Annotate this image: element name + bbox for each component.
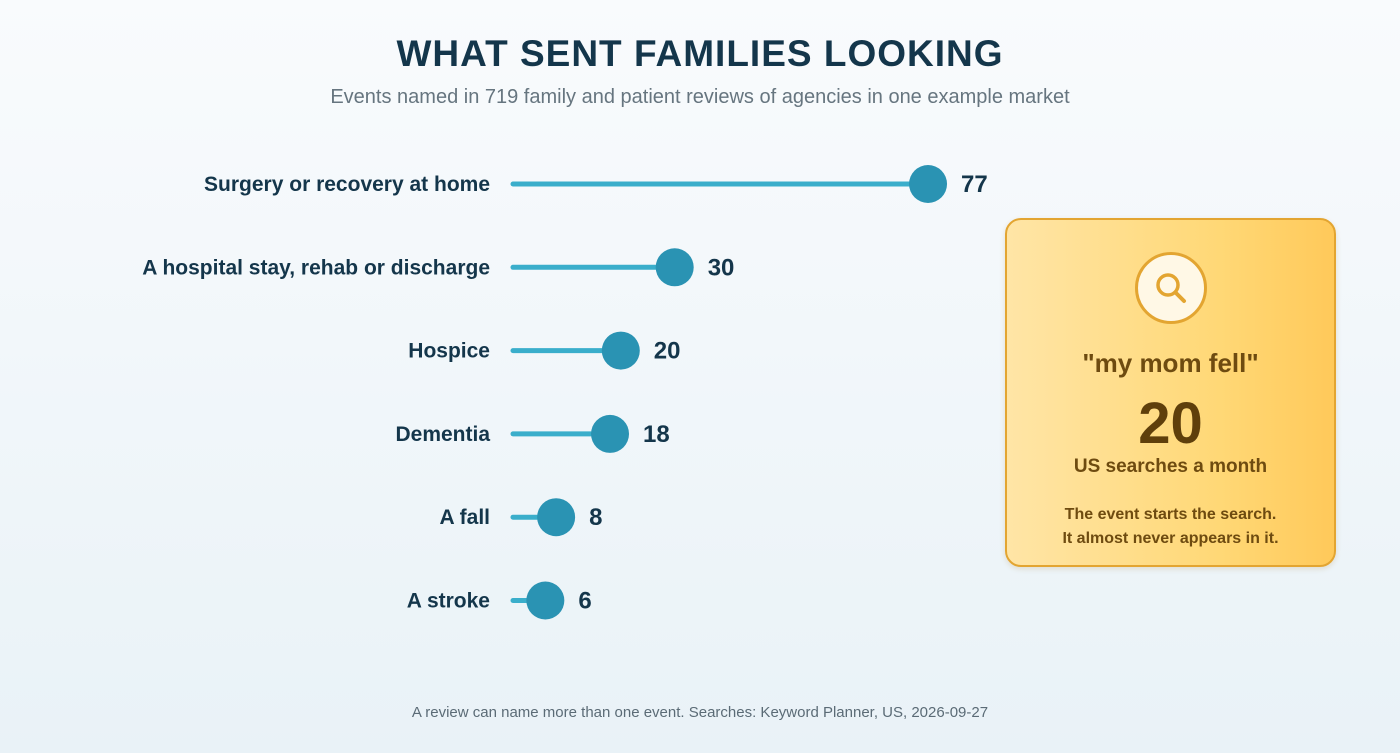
chart-subtitle: Events named in 719 family and patient r… bbox=[330, 86, 1070, 108]
search-volume-unit: US searches a month bbox=[1073, 456, 1268, 477]
search-callout-card: "my mom fell" 20 US searches a month The… bbox=[1005, 218, 1336, 567]
category-label: A stroke bbox=[407, 590, 490, 613]
category-label: Surgery or recovery at home bbox=[204, 173, 490, 196]
lollipop-dot bbox=[909, 165, 948, 203]
category-label: Hospice bbox=[408, 340, 490, 363]
value-label: 20 bbox=[654, 338, 681, 365]
category-label: Dementia bbox=[395, 423, 490, 446]
footnote: A review can name more than one event. S… bbox=[411, 704, 989, 721]
chart-title: WHAT SENT FAMILIES LOOKING bbox=[396, 33, 1004, 74]
lollipop-dot bbox=[537, 498, 576, 537]
category-label: A hospital stay, rehab or discharge bbox=[142, 256, 490, 279]
callout-note-line: The event starts the search. bbox=[1064, 506, 1277, 523]
value-label: 6 bbox=[578, 588, 591, 615]
value-label: 8 bbox=[589, 504, 602, 531]
callout-note: The event starts the search. It almost n… bbox=[1007, 503, 1334, 551]
lollipop-dot bbox=[591, 414, 630, 453]
search-icon bbox=[1135, 252, 1207, 324]
category-label: A fall bbox=[439, 506, 490, 529]
lollipop-chart: Surgery or recovery at home 77 A hospital … bbox=[142, 165, 988, 620]
callout-note-line: It almost never appears in it. bbox=[1062, 530, 1279, 547]
value-label: 30 bbox=[708, 254, 735, 281]
value-label: 18 bbox=[643, 421, 670, 448]
value-label: 77 bbox=[961, 171, 988, 198]
lollipop-dot bbox=[655, 248, 694, 287]
search-volume-number: 20 bbox=[1138, 391, 1203, 456]
lollipop-dot bbox=[601, 331, 640, 370]
search-query-quote: "my mom fell" bbox=[1082, 348, 1259, 378]
lollipop-dot bbox=[526, 581, 565, 620]
